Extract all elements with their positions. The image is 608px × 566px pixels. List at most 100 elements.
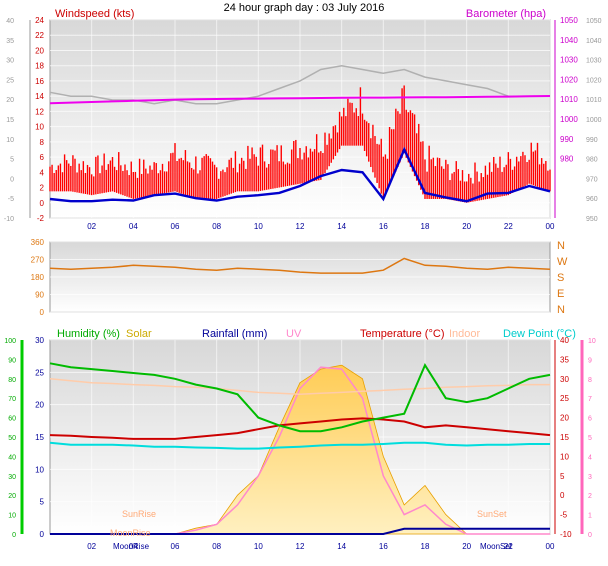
- barometer-tick: 1020: [560, 75, 578, 84]
- moonrise-axis-label: MoonRise: [113, 542, 150, 551]
- wind-x-tick: 18: [421, 222, 430, 231]
- wind-direction-line: [49, 257, 551, 274]
- temp-x-tick: 06: [171, 542, 180, 551]
- wind-y-outer-tick: 30: [6, 58, 14, 65]
- uv-tick: 3: [588, 474, 592, 481]
- barometer-outer-tick: 970: [586, 176, 598, 183]
- wind-y-outer-tick: 40: [6, 18, 14, 25]
- wind-y-outer-tick: 5: [10, 157, 14, 164]
- compass-label: E: [557, 288, 564, 300]
- direction-y-tick: 0: [40, 308, 45, 317]
- humidity-tick: 100: [4, 338, 16, 345]
- temperature-tick: 10: [560, 452, 569, 461]
- wind-y-tick: 6: [40, 153, 45, 162]
- rainfall-line: [50, 527, 550, 535]
- barometer-outer-tick: 1030: [586, 58, 602, 65]
- wind-y-tick: 4: [40, 168, 45, 177]
- humidity-tick: 40: [8, 454, 16, 461]
- wind-y-outer-tick: 15: [6, 117, 14, 124]
- compass-label: W: [557, 256, 568, 268]
- temperature-tick: 35: [560, 355, 569, 364]
- wind-y-outer-tick: 35: [6, 38, 14, 45]
- rainfall-tick: 15: [35, 433, 44, 442]
- wind-y-tick: 12: [35, 107, 44, 116]
- wind-average-line: [49, 146, 551, 203]
- humidity-tick: 30: [8, 474, 16, 481]
- wind-x-tick: 12: [296, 222, 305, 231]
- moonset-label: MoonSet: [480, 542, 513, 551]
- temp-x-tick: 08: [212, 542, 221, 551]
- barometer-outer-tick: 1000: [586, 117, 602, 124]
- wind-y-tick: 20: [35, 46, 44, 55]
- uv-tick: 2: [588, 493, 592, 500]
- wind-x-tick: 04: [129, 222, 138, 231]
- wind-y-tick: 10: [35, 123, 44, 132]
- wind-x-tick: 22: [504, 222, 513, 231]
- temp-x-tick: 10: [254, 542, 263, 551]
- temperature-line: [49, 417, 551, 440]
- wind-y-outer-tick: -5: [8, 196, 14, 203]
- humidity-line: [49, 362, 551, 433]
- wind-y-tick: -2: [37, 214, 45, 223]
- temperature-tick: -5: [560, 511, 568, 520]
- temp-x-tick: 02: [87, 542, 96, 551]
- uv-tick: 7: [588, 396, 592, 403]
- wind-x-tick: 06: [171, 222, 180, 231]
- barometer-outer-tick: 1050: [586, 18, 602, 25]
- rainfall-tick: 5: [40, 498, 45, 507]
- temperature-tick: 0: [560, 491, 565, 500]
- barometer-tick: 1000: [560, 115, 578, 124]
- humidity-tick: 80: [8, 377, 16, 384]
- direction-y-tick: 270: [31, 256, 45, 265]
- wind-y-outer-tick: 20: [6, 97, 14, 104]
- barometer-outer-tick: 1040: [586, 38, 602, 45]
- humidity-tick: 90: [8, 357, 16, 364]
- temp-x-tick: 20: [462, 542, 471, 551]
- temperature-tick: 5: [560, 472, 565, 481]
- temperature-tick: 25: [560, 394, 569, 403]
- humidity-tick: 70: [8, 396, 16, 403]
- dewpoint-legend: Dew Point (°C): [503, 328, 576, 340]
- rainfall-legend: Rainfall (mm): [202, 328, 267, 340]
- temp-x-tick: 14: [337, 542, 346, 551]
- barometer-outer-tick: 980: [586, 157, 598, 164]
- wind-y-tick: 0: [40, 199, 45, 208]
- indoor-legend: Indoor: [449, 328, 481, 340]
- wind-y-tick: 8: [40, 138, 45, 147]
- wind-y-tick: 18: [35, 62, 44, 71]
- wind-y-tick: 24: [35, 16, 44, 25]
- humidity-tick: 50: [8, 435, 16, 442]
- direction-y-tick: 180: [31, 273, 45, 282]
- solar-legend: Solar: [126, 328, 152, 340]
- wind-y-tick: 14: [35, 92, 44, 101]
- temperature-tick: 20: [560, 414, 569, 423]
- direction-y-tick: 90: [35, 291, 44, 300]
- dewpoint-line: [49, 441, 550, 450]
- barometer-tick: 1040: [560, 36, 578, 45]
- moonrise-label: MoonRise: [110, 528, 151, 538]
- wind-x-tick: 02: [87, 222, 96, 231]
- wind-x-tick: 10: [254, 222, 263, 231]
- rainfall-tick: 10: [35, 465, 44, 474]
- temp-x-tick: 16: [379, 542, 388, 551]
- windspeed-legend: Windspeed (kts): [55, 8, 134, 20]
- uv-tick: 0: [588, 532, 592, 539]
- wind-x-tick: 00: [546, 222, 555, 231]
- humidity-tick: 20: [8, 493, 16, 500]
- temp-x-tick: 22: [504, 542, 513, 551]
- wind-x-tick: 08: [212, 222, 221, 231]
- uv-legend: UV: [286, 328, 302, 340]
- direction-y-tick: 360: [31, 238, 45, 247]
- wind-y-tick: 22: [35, 31, 44, 40]
- wind-y-outer-tick: 0: [10, 176, 14, 183]
- temperature-tick: 15: [560, 433, 569, 442]
- compass-label: S: [557, 272, 564, 284]
- indoor-line: [49, 378, 550, 396]
- sunset-label: SunSet: [477, 509, 507, 519]
- barometer-outer-tick: 990: [586, 137, 598, 144]
- barometer-outer-tick: 1020: [586, 77, 602, 84]
- humidity-tick: 60: [8, 416, 16, 423]
- barometer-tick: 990: [560, 135, 574, 144]
